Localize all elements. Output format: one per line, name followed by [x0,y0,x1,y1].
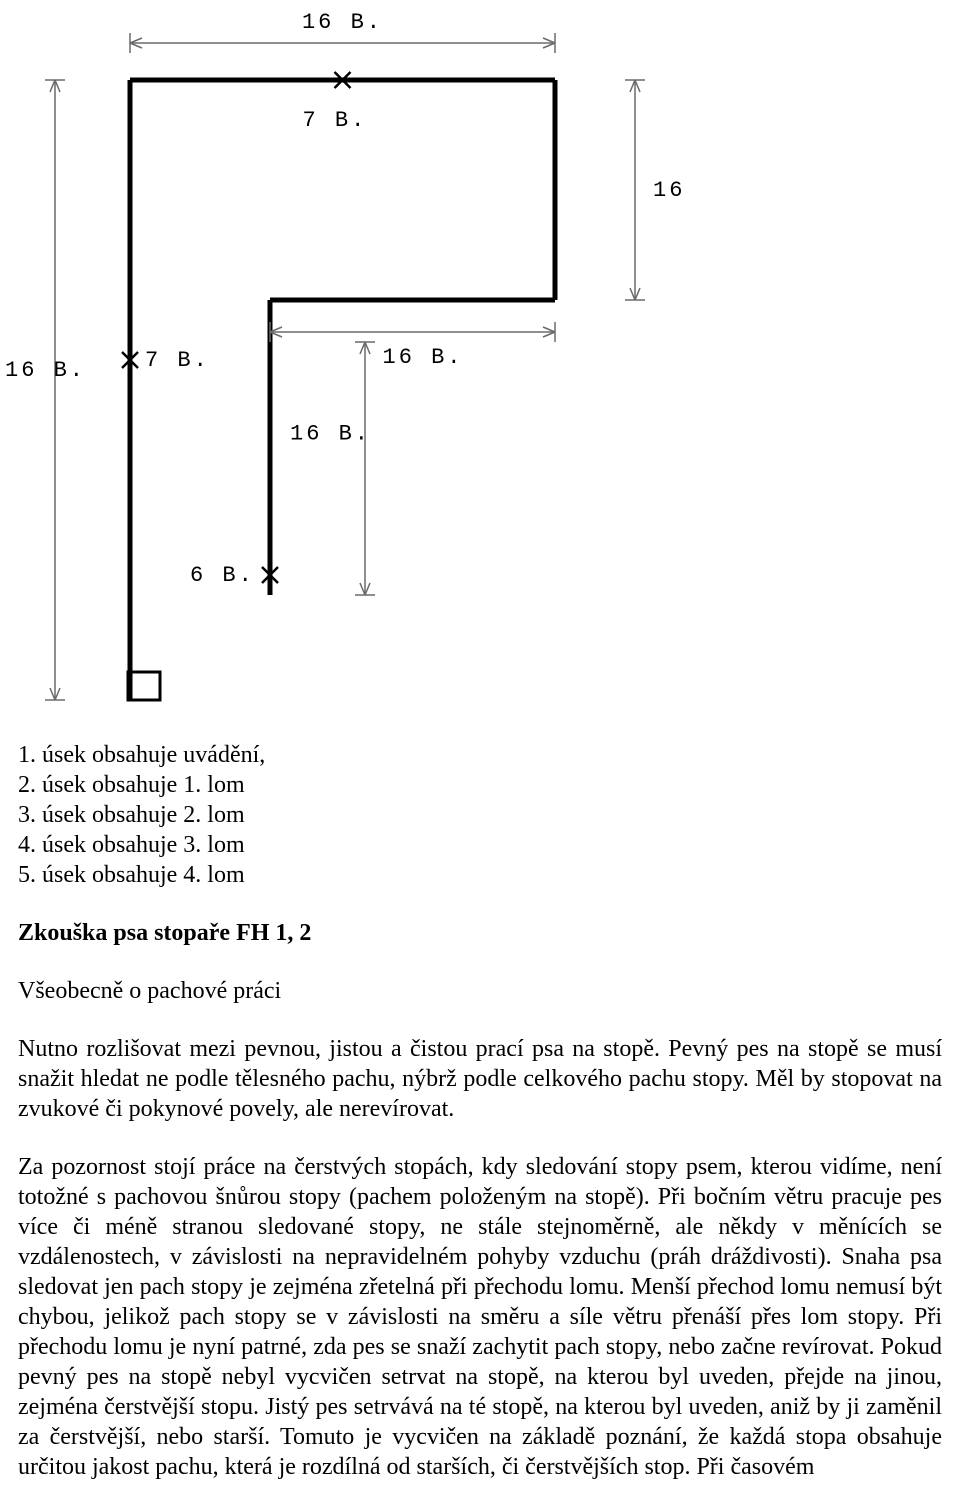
track-diagram: 16 B. 7 B. 16 B. 16 B. 16 B. 16 B. 7 B. 6 B. [0,0,700,730]
list-item: 3. úsek obsahuje 2. lom [18,800,942,830]
section-heading: Zkouška psa stopaře FH 1, 2 [18,918,942,948]
svg-text:16 B.: 16 B. [653,178,700,203]
document-page: 16 B. 7 B. 16 B. 16 B. 16 B. 16 B. 7 B. 6 B. 1.… [0,0,960,1500]
diagram-container: 16 B. 7 B. 16 B. 16 B. 16 B. 16 B. 7 B. 6 B. [0,0,960,730]
paragraph: Nutno rozlišovat mezi pevnou, jistou a č… [18,1034,942,1124]
svg-text:7 B.: 7 B. [303,108,368,133]
section-subheading: Všeobecně o pachové práci [18,976,942,1006]
svg-text:16 B.: 16 B. [302,10,383,35]
list-item: 4. úsek obsahuje 3. lom [18,830,942,860]
svg-text:16 B.: 16 B. [5,358,86,383]
paragraph: Za pozornost stojí práce na čerstvých st… [18,1152,942,1482]
svg-text:7 B.: 7 B. [145,348,210,373]
text-content: 1. úsek obsahuje uvádění, 2. úsek obsahu… [0,740,960,1500]
list-item: 1. úsek obsahuje uvádění, [18,740,942,770]
svg-text:6 B.: 6 B. [190,563,255,588]
list-item: 5. úsek obsahuje 4. lom [18,860,942,890]
list-item: 2. úsek obsahuje 1. lom [18,770,942,800]
svg-text:16 B.: 16 B. [290,421,371,446]
svg-text:16 B.: 16 B. [383,345,464,370]
